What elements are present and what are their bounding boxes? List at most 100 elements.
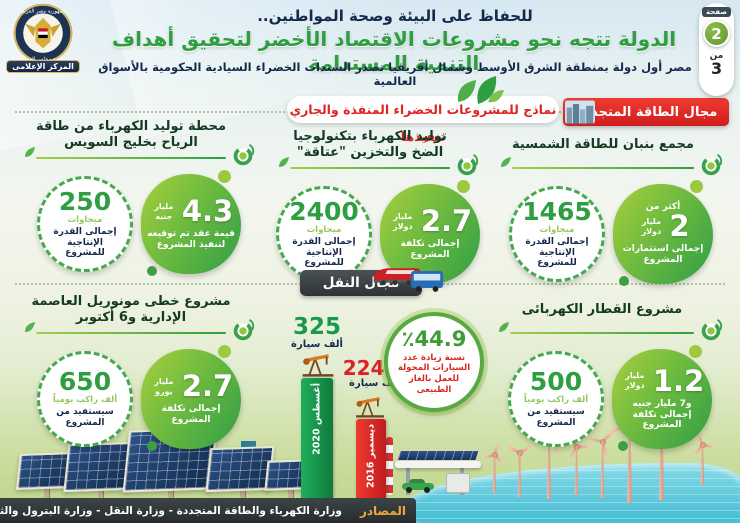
stat-riders: 650 ألف راكب يومياً سيستفيد من المشروع (37, 351, 133, 447)
sources-label: المصادر (359, 503, 406, 518)
stat-unit: ألف راكب يومياً (52, 395, 118, 406)
city-thumbnail-icon (565, 100, 595, 124)
swirl-leaf-icon (698, 317, 724, 343)
page-of-label: من (709, 51, 724, 61)
title-underline (276, 154, 480, 176)
leaf-icon (498, 321, 510, 333)
sources-text: وزارة الكهرباء والطاقة المتجددة - وزارة … (0, 504, 342, 517)
media-center-label: المركز الإعلامى (6, 60, 80, 73)
stat-value: 2.7 (181, 369, 234, 404)
leaf-icon (24, 146, 36, 158)
stat-value: 1.2 (652, 363, 705, 398)
sources-footer: المصادر وزارة الكهرباء والطاقة المتجددة … (0, 498, 416, 523)
stat-cost: 2.7 مليار يورو إجمالى تكلفة المشروع (141, 345, 241, 451)
leaves-decoration-icon (452, 72, 504, 110)
project-title: مشروع القطار الكهربائى (521, 301, 683, 317)
wind-turbine-icon (692, 431, 717, 485)
wind-turbine-icon (567, 432, 593, 495)
stat-value: 650 (58, 367, 112, 397)
percentage-desc: نسبة زيادة عدد السيارات المحولة للعمل با… (397, 352, 471, 395)
wind-turbine-icon (481, 442, 505, 493)
stat-prefix: أكثر من (645, 202, 681, 213)
bus-icon (410, 268, 444, 293)
stat-unit: مليار يورو (154, 376, 174, 396)
stat-capacity: 1465 ميجاوات إجمالى القدرة الإنتاجية للم… (509, 186, 605, 282)
stat-investment: أكثر من 2 مليار دولار إجمالى استثمارات ال… (613, 180, 713, 286)
train-icon (370, 262, 422, 286)
stat-desc: قيمة عقد تم توقيعه لتنفيذ المشروع (147, 229, 235, 250)
title-underline (22, 144, 256, 166)
stat-contract-value: 4.3 مليار جنيه قيمة عقد تم توقيعه لتنفيذ … (141, 170, 241, 276)
bar-august-2020: أغسطس 2020 (301, 378, 333, 498)
stat-value: 250 (58, 186, 112, 216)
bar-category-label: أغسطس 2020 (311, 383, 323, 455)
ngv-cars-bar-chart: 325 ألف سيارة أغسطس 2020 224.3 ألف سيارة… (272, 300, 486, 505)
project-ataqa-pumped-storage: توليد الكهرباء بتكنولوجيا الضخ والتخزين … (270, 128, 486, 286)
stat-desc: و7 مليار جنيه إجمالى تكلفة المشروع (632, 398, 692, 431)
stat-unit: ميجاوات (306, 224, 342, 235)
stat-value: 1465 (522, 196, 592, 226)
stat-unit: مليار جنيه (154, 201, 174, 221)
total-pages: 3 (710, 59, 723, 78)
wind-turbine-icon (505, 444, 534, 497)
oil-pumpjack-icon (302, 352, 334, 377)
solar-panel-icon (63, 441, 135, 493)
title-underline (496, 319, 724, 341)
stat-desc: سيستفيد من المشروع (527, 407, 585, 428)
wind-turbine-icon (584, 428, 617, 498)
project-title: مشروع خطى مونوريل العاصمة الإدارية و6 أك… (31, 293, 231, 325)
title-underline (498, 154, 724, 176)
stat-value: 2.7 (420, 204, 473, 239)
stat-unit: ميجاوات (539, 224, 575, 235)
swirl-leaf-icon (230, 317, 256, 343)
stat-desc: إجمالى القدرة الإنتاجية للمشروع (525, 236, 589, 269)
percentage-value: ٪44.9 (401, 326, 467, 351)
stat-capacity: 2400 ميجاوات إجمالى القدرة الإنتاجية للم… (276, 186, 372, 282)
header-kicker: للحفاظ على البيئة وصحة المواطنين.. (257, 7, 533, 25)
stat-unit: ميجاوات (67, 214, 103, 225)
swirl-leaf-icon (454, 152, 480, 178)
bar-value-2020: 325 ألف سيارة (291, 314, 343, 351)
leaf-icon (500, 156, 512, 168)
stat-unit: مليار دولار (641, 216, 662, 236)
stat-value: 2 (669, 209, 690, 244)
stat-unit: مليار دولار (624, 371, 645, 391)
project-title: مجمع بنبان للطاقة الشمسية (512, 136, 694, 152)
stat-desc: إجمالى استثمارات المشروع (622, 244, 704, 265)
stat-desc: إجمالى تكلفة المشروع (161, 404, 221, 425)
renewable-energy-section-header: مجال الطاقة المتجددة (563, 98, 729, 126)
building-icon (258, 455, 268, 477)
title-underline (22, 319, 256, 341)
stat-desc: إجمالى القدرة الإنتاجية للمشروع (292, 236, 356, 269)
stat-unit: ألف راكب يومياً (523, 395, 589, 406)
building-icon (228, 451, 239, 477)
swirl-leaf-icon (698, 152, 724, 178)
egypt-eagle-emblem-icon: جمهورية مصر العربية رئاسة مجلس الوزراء (13, 3, 73, 62)
project-title: توليد الكهرباء بتكنولوجيا الضخ والتخزين … (293, 128, 447, 160)
page-label: صفحة (701, 7, 732, 17)
solar-panel-icon (15, 452, 75, 490)
project-monorail: مشروع خطى مونوريل العاصمة الإدارية و6 أك… (16, 293, 262, 451)
renewable-section-label: مجال الطاقة المتجددة (576, 104, 718, 120)
solar-panel-icon (205, 445, 275, 493)
stat-value: 500 (529, 367, 583, 397)
tree-icon (216, 468, 227, 479)
stat-value: 2400 (289, 196, 359, 226)
swirl-leaf-icon (230, 142, 256, 168)
project-electric-train: مشروع القطار الكهربائى 1.2 مليار دولار و7… (490, 293, 730, 451)
stat-desc: سيستفيد من المشروع (56, 407, 114, 428)
stat-unit: مليار دولار (392, 211, 413, 231)
leaf-icon (278, 156, 290, 168)
stat-capacity: 250 ميجاوات إجمالى القدرة الإنتاجية للمش… (37, 176, 133, 272)
stat-cost: 2.7 مليار دولار إجمالى تكلفة المشروع (380, 180, 480, 286)
examples-banner: نماذج للمشروعات الخضراء المنفذة والجاري … (287, 96, 559, 144)
stat-desc: إجمالى تكلفة المشروع (400, 239, 460, 260)
project-title: محطة توليد الكهرباء من طاقة الرياح بخليج… (35, 118, 227, 150)
stat-value: 4.3 (181, 194, 234, 229)
bar-category-label: ديسمبر 2016 (365, 424, 377, 489)
current-page-number: 2 (703, 20, 730, 47)
stat-cost: 1.2 مليار دولار و7 مليار جنيه إجمالى تكلف… (612, 345, 712, 451)
project-suez-wind: محطة توليد الكهرباء من طاقة الرياح بخليج… (16, 118, 262, 276)
cabinet-media-center-logo: جمهورية مصر العربية رئاسة مجلس الوزراء ا… (6, 2, 80, 90)
